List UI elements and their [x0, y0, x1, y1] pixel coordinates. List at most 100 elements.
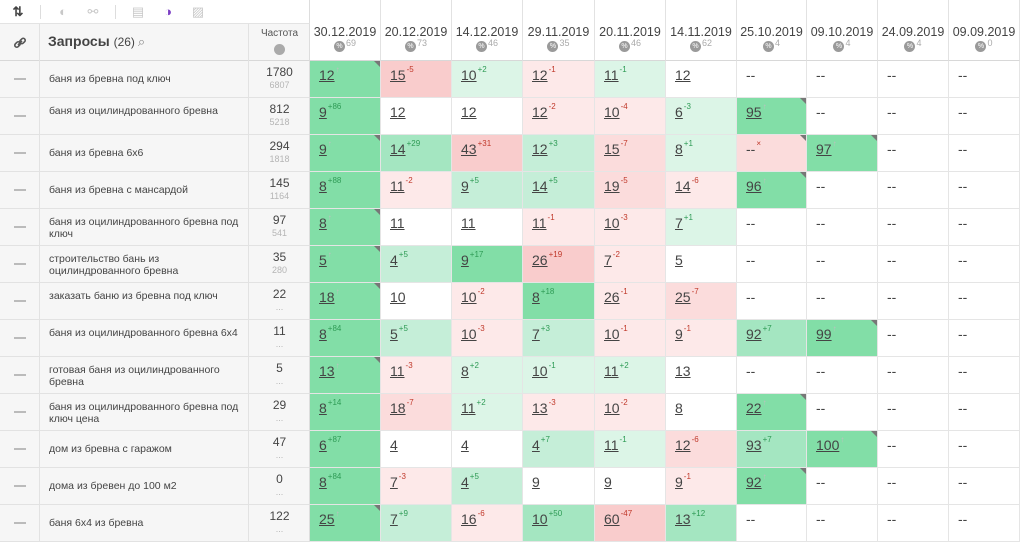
position-cell[interactable]: 4: [381, 431, 452, 468]
position-cell[interactable]: 4+5: [381, 246, 452, 283]
position-value[interactable]: 25: [675, 289, 691, 305]
position-value[interactable]: 14: [532, 178, 548, 194]
position-cell[interactable]: 14-6: [666, 172, 737, 209]
position-value[interactable]: 12: [675, 67, 691, 83]
position-cell[interactable]: 13-3: [523, 394, 595, 431]
position-cell[interactable]: 5: [666, 246, 737, 283]
position-value[interactable]: 10: [604, 104, 620, 120]
query-text[interactable]: баня из бревна под ключ: [49, 73, 171, 85]
position-cell[interactable]: 26+19: [523, 246, 595, 283]
position-cell[interactable]: --: [949, 98, 1020, 135]
dash-icon[interactable]: [14, 522, 26, 524]
position-value[interactable]: 9: [319, 104, 327, 120]
position-value[interactable]: 11: [461, 400, 476, 416]
position-value[interactable]: 8: [319, 400, 327, 416]
dash-icon[interactable]: [14, 448, 26, 450]
position-cell[interactable]: 11-2: [381, 172, 452, 209]
position-cell[interactable]: 9-1: [666, 468, 737, 505]
position-cell[interactable]: 9+5: [452, 172, 523, 209]
position-cell[interactable]: --: [949, 505, 1020, 542]
position-cell[interactable]: --: [737, 357, 807, 394]
position-cell[interactable]: 12: [666, 61, 737, 98]
position-cell[interactable]: --: [878, 61, 949, 98]
position-value[interactable]: 14: [675, 178, 691, 194]
position-cell[interactable]: 18↑: [310, 283, 381, 320]
position-value[interactable]: 5: [390, 326, 398, 342]
position-value[interactable]: 13: [675, 511, 691, 527]
position-cell[interactable]: 8↑: [310, 209, 381, 246]
position-cell[interactable]: 26-1: [595, 283, 666, 320]
position-value[interactable]: 12: [532, 67, 548, 83]
query-text[interactable]: баня из бревна с мансардой: [49, 184, 188, 196]
position-value[interactable]: 7: [604, 252, 612, 268]
position-cell[interactable]: 18-7: [381, 394, 452, 431]
position-value[interactable]: 43: [461, 141, 477, 157]
position-cell[interactable]: 19-5: [595, 172, 666, 209]
position-value[interactable]: 10: [604, 215, 620, 231]
position-cell[interactable]: 8+1: [666, 135, 737, 172]
position-value[interactable]: 4: [390, 437, 398, 453]
position-cell[interactable]: --: [807, 98, 878, 135]
position-cell[interactable]: 10-2: [595, 394, 666, 431]
position-cell[interactable]: --: [807, 394, 878, 431]
position-cell[interactable]: --: [878, 357, 949, 394]
position-value[interactable]: 10: [604, 326, 620, 342]
position-value[interactable]: 12: [532, 141, 548, 157]
position-cell[interactable]: 6+87: [310, 431, 381, 468]
position-value[interactable]: 5: [319, 252, 327, 268]
position-cell[interactable]: 7-2: [595, 246, 666, 283]
position-cell[interactable]: 9: [595, 468, 666, 505]
position-value[interactable]: 12: [390, 104, 406, 120]
position-value[interactable]: 60: [604, 511, 620, 527]
position-cell[interactable]: --: [878, 135, 949, 172]
position-value[interactable]: 18: [319, 289, 335, 305]
position-cell[interactable]: 7+9: [381, 505, 452, 542]
position-cell[interactable]: 97↑: [807, 135, 878, 172]
position-cell[interactable]: 13: [666, 357, 737, 394]
date-column-header[interactable]: 14.11.2019% 62: [666, 0, 737, 61]
position-cell[interactable]: 4+7: [523, 431, 595, 468]
position-cell[interactable]: --: [878, 320, 949, 357]
position-cell[interactable]: --: [878, 394, 949, 431]
position-cell[interactable]: 11: [452, 209, 523, 246]
position-cell[interactable]: 12: [452, 98, 523, 135]
dash-icon[interactable]: [14, 226, 26, 228]
position-cell[interactable]: --: [949, 283, 1020, 320]
position-value[interactable]: 9: [675, 474, 683, 490]
position-cell[interactable]: --: [949, 135, 1020, 172]
position-cell[interactable]: 8+84: [310, 468, 381, 505]
dash-icon[interactable]: [14, 374, 26, 376]
position-cell[interactable]: 12-1: [523, 61, 595, 98]
query-text[interactable]: готовая баня из оцилиндрованного бревна: [49, 364, 220, 388]
image-icon[interactable]: ▨: [191, 3, 205, 19]
position-cell[interactable]: 11+2: [595, 357, 666, 394]
date-column-header[interactable]: 25.10.2019% 4: [737, 0, 807, 61]
position-cell[interactable]: 15-5: [381, 61, 452, 98]
query-text[interactable]: дома из бревен до 100 м2: [49, 480, 177, 492]
dash-icon[interactable]: [14, 300, 26, 302]
position-cell[interactable]: 8+84: [310, 320, 381, 357]
position-value[interactable]: 9: [461, 252, 469, 268]
position-cell[interactable]: --: [878, 431, 949, 468]
position-cell[interactable]: --: [949, 431, 1020, 468]
position-cell[interactable]: --: [737, 209, 807, 246]
position-cell[interactable]: 60-47: [595, 505, 666, 542]
position-value[interactable]: 11: [390, 363, 405, 379]
position-value[interactable]: 9: [532, 474, 540, 490]
position-cell[interactable]: 100↑: [807, 431, 878, 468]
position-cell[interactable]: 10-3: [452, 320, 523, 357]
query-text[interactable]: дом из бревна с гаражом: [49, 443, 172, 455]
position-value[interactable]: 96: [746, 178, 762, 194]
dash-icon[interactable]: [14, 152, 26, 154]
position-value[interactable]: 93: [746, 437, 762, 453]
position-cell[interactable]: --: [807, 61, 878, 98]
position-value[interactable]: 8: [319, 215, 327, 231]
position-cell[interactable]: 5↑: [310, 246, 381, 283]
position-value[interactable]: 7: [532, 326, 540, 342]
position-cell[interactable]: 12: [381, 98, 452, 135]
position-value[interactable]: 8: [319, 474, 327, 490]
position-value[interactable]: 4: [461, 437, 469, 453]
position-cell[interactable]: --: [737, 246, 807, 283]
position-cell[interactable]: 43+31: [452, 135, 523, 172]
position-cell[interactable]: 14+29: [381, 135, 452, 172]
